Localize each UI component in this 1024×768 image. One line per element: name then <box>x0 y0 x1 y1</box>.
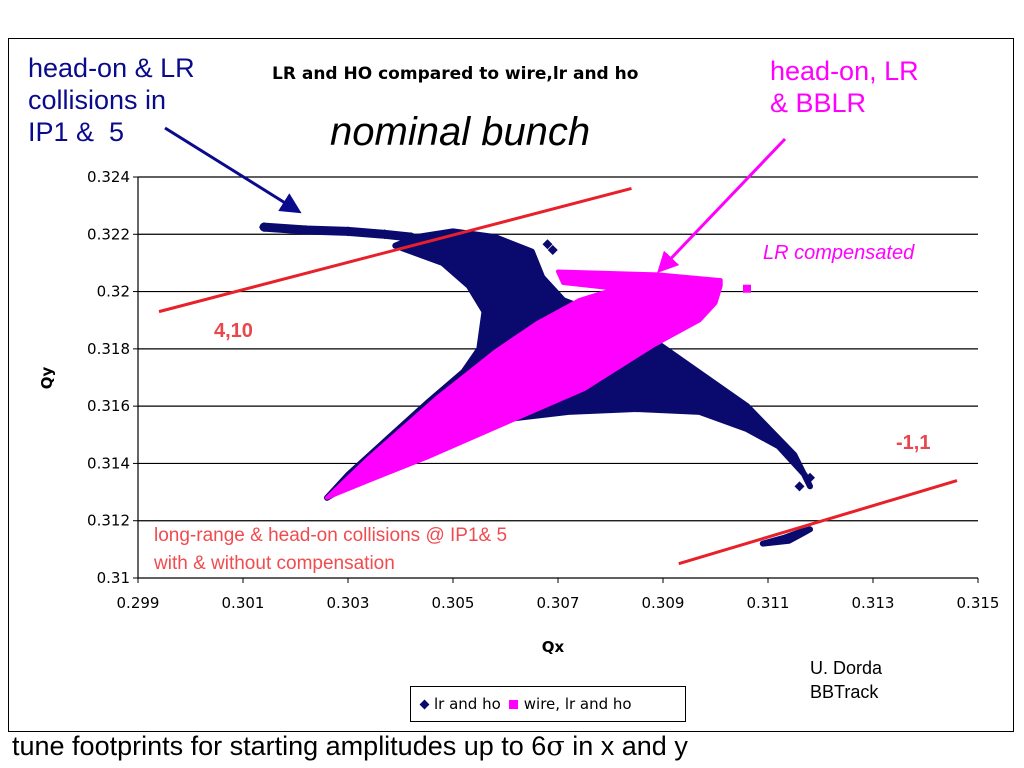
chart-subtitle: nominal bunch <box>330 110 591 154</box>
x-tick-label: 0.311 <box>747 594 790 612</box>
annotation-right-line2: & BBLR <box>770 88 867 118</box>
annotation-arrow-left <box>164 126 302 214</box>
chart-legend: lr and ho wire, lr and ho <box>410 686 686 722</box>
diamond-marker-icon <box>419 699 430 709</box>
legend-label-wire-lr-and-ho: wire, lr and ho <box>523 695 632 713</box>
collisions-note: long-range & head-on collisions @ IP1& 5… <box>154 522 507 578</box>
y-tick-label: 0.318 <box>87 340 130 358</box>
legend-item-wire-lr-and-ho: wire, lr and ho <box>508 695 632 713</box>
lr-compensated-label: LR compensated <box>763 242 915 264</box>
resonance-lines <box>158 187 958 566</box>
x-tick-label: 0.305 <box>432 594 475 612</box>
collisions-note-line2: with & without compensation <box>154 553 395 574</box>
y-axis-label: Qy <box>38 367 56 390</box>
annotation-left-line3: IP1 & 5 <box>28 117 125 147</box>
annotation-left-line2: collisions in <box>28 85 167 115</box>
x-tick-label: 0.309 <box>642 594 685 612</box>
caption-prefix: tune footprints for starting amplitudes … <box>12 731 547 761</box>
x-tick-label: 0.301 <box>222 594 265 612</box>
point-lr-and-ho <box>406 232 416 243</box>
credit-author: U. Dorda <box>810 658 883 678</box>
annotation-right-line1: head-on, LR <box>770 56 919 86</box>
annotation-arrow-right <box>657 137 787 274</box>
caption-sigma: σ <box>546 731 565 762</box>
chart-title: LR and HO compared to wire,lr and ho <box>272 64 639 84</box>
y-tick-label: 0.324 <box>87 168 130 186</box>
point-lr-and-ho <box>547 245 558 256</box>
resonance-line <box>158 187 632 314</box>
point-lr-and-ho <box>379 229 390 240</box>
x-tick-label: 0.303 <box>327 594 370 612</box>
gridlines <box>138 176 978 522</box>
point-lr-and-ho <box>805 472 815 483</box>
legend-label-lr-and-ho: lr and ho <box>434 695 501 713</box>
y-tick-label: 0.322 <box>87 225 130 243</box>
credit: U. Dorda BBTrack <box>810 656 882 704</box>
resonance-line <box>678 479 958 566</box>
resonance-label-4-10: 4,10 <box>214 320 253 342</box>
credit-code: BBTrack <box>810 682 879 702</box>
x-tick-label: 0.299 <box>117 594 160 612</box>
point-wire-lr-and-ho <box>743 284 751 293</box>
annotation-right: head-on, LR & BBLR <box>770 55 919 119</box>
series-layer <box>259 222 815 547</box>
legend-item-lr-and-ho: lr and ho <box>419 695 501 713</box>
y-tick-label: 0.32 <box>97 283 130 301</box>
y-tick-label: 0.31 <box>97 569 130 587</box>
x-tick-label: 0.313 <box>852 594 895 612</box>
point-lr-and-ho <box>259 222 269 233</box>
footprint-lr-and-ho-island <box>759 526 813 547</box>
resonance-label-minus1-1: -1,1 <box>896 432 931 454</box>
y-tick-label: 0.314 <box>87 454 130 472</box>
y-tick-label: 0.312 <box>87 512 130 530</box>
square-marker-icon <box>508 699 518 709</box>
x-tick-label: 0.315 <box>957 594 1000 612</box>
x-axis-label: Qx <box>542 638 565 656</box>
point-lr-and-ho <box>542 239 553 250</box>
x-tick-label: 0.307 <box>537 594 580 612</box>
footprint-lr-and-ho-tail <box>259 222 416 242</box>
slide-caption: tune footprints for starting amplitudes … <box>12 731 688 762</box>
point-lr-and-ho <box>343 226 353 237</box>
annotation-left: head-on & LR collisions in IP1 & 5 <box>28 52 195 148</box>
axes: 0.31 0.312 0.314 0.316 0.318 0.32 0.322 0.324 0.… <box>87 168 999 612</box>
annotation-left-line1: head-on & LR <box>28 53 195 83</box>
footprint-wire-lr-and-ho <box>325 269 723 500</box>
point-lr-and-ho <box>301 224 311 235</box>
slide-frame <box>8 38 1014 732</box>
y-tick-label: 0.316 <box>87 397 130 415</box>
point-lr-and-ho <box>794 481 805 492</box>
caption-suffix: in x and y <box>564 731 688 761</box>
collisions-note-line1: long-range & head-on collisions @ IP1& 5 <box>154 525 508 546</box>
